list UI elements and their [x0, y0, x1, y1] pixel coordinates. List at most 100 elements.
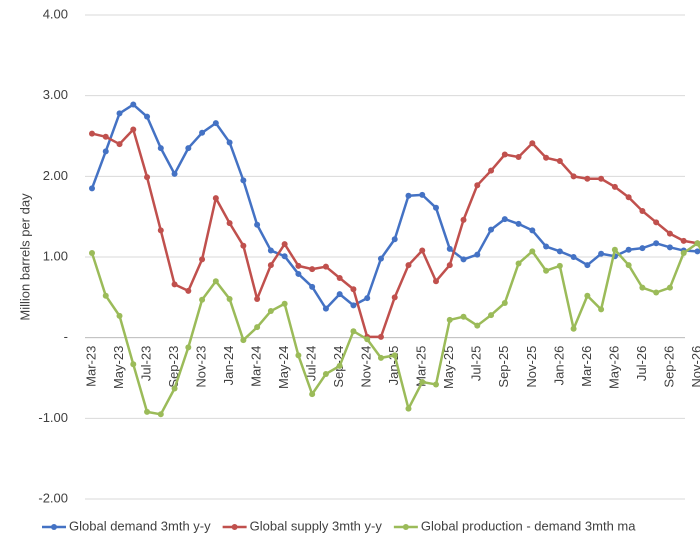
data-point	[611, 183, 618, 190]
y-axis-title: Million barrels per day	[17, 193, 32, 321]
data-point	[226, 295, 233, 302]
data-point	[226, 139, 233, 146]
data-point	[144, 113, 151, 120]
data-point	[295, 270, 302, 277]
data-point	[281, 253, 288, 260]
data-point	[419, 191, 426, 198]
data-point	[694, 248, 700, 255]
x-tick-label: May-23	[111, 346, 126, 389]
data-point	[322, 263, 329, 270]
data-point	[199, 256, 206, 263]
data-point	[501, 216, 508, 223]
data-point	[336, 274, 343, 281]
data-point	[102, 133, 109, 140]
y-tick-label: -1.00	[38, 410, 68, 425]
data-point	[171, 385, 178, 392]
data-point	[254, 295, 261, 302]
data-point	[199, 296, 206, 303]
y-tick-label: -2.00	[38, 490, 68, 505]
data-point	[543, 267, 550, 274]
data-point	[391, 352, 398, 359]
data-point	[639, 284, 646, 291]
data-point	[322, 370, 329, 377]
x-tick-label: Mar-23	[83, 346, 98, 387]
data-point	[116, 141, 123, 148]
data-point	[666, 230, 673, 237]
data-point	[267, 247, 274, 254]
data-point	[515, 220, 522, 227]
data-point	[501, 151, 508, 158]
data-point	[377, 333, 384, 340]
data-point	[584, 262, 591, 269]
x-tick-label: May-24	[276, 346, 291, 389]
data-point	[144, 174, 151, 181]
x-tick-label: Jan-25	[386, 346, 401, 386]
data-point	[460, 313, 467, 320]
data-point	[240, 242, 247, 249]
data-point	[336, 291, 343, 298]
data-point	[488, 226, 495, 233]
data-point	[556, 158, 563, 165]
data-point	[598, 175, 605, 182]
data-point	[543, 243, 550, 250]
data-point	[322, 305, 329, 312]
data-point	[570, 325, 577, 332]
data-point	[694, 240, 700, 247]
data-point	[212, 278, 219, 285]
legend-marker	[231, 524, 238, 530]
data-point	[433, 278, 439, 285]
data-point	[130, 101, 137, 108]
data-point	[157, 411, 164, 418]
data-point	[281, 241, 288, 248]
data-point	[295, 262, 302, 269]
data-point	[405, 405, 412, 412]
x-tick-label: Jul-23	[138, 346, 153, 381]
data-point	[515, 153, 522, 160]
data-point	[350, 328, 357, 335]
data-point	[680, 237, 687, 244]
data-point	[474, 251, 481, 258]
x-tick-label: Sep-25	[496, 346, 511, 388]
data-point	[89, 185, 95, 192]
data-point	[309, 391, 316, 398]
data-point	[185, 344, 192, 351]
data-point	[116, 312, 123, 319]
y-tick-label: 2.00	[43, 168, 68, 183]
x-tick-label: Jul-25	[469, 346, 484, 381]
y-tick-label: 1.00	[43, 248, 68, 263]
data-point	[212, 195, 219, 202]
x-tick-label: Jan-26	[551, 346, 566, 386]
data-point	[377, 354, 384, 361]
data-point	[130, 361, 137, 368]
x-tick-label: Jul-24	[304, 346, 319, 381]
data-point	[102, 148, 109, 155]
data-point	[185, 145, 192, 152]
data-point	[130, 126, 137, 133]
y-tick-label: 3.00	[43, 87, 68, 102]
data-point	[460, 256, 467, 263]
data-point	[446, 316, 453, 323]
data-point	[584, 292, 591, 299]
data-point	[419, 247, 426, 254]
data-point	[391, 294, 398, 301]
series-line	[90, 242, 700, 416]
data-point	[529, 248, 536, 255]
x-tick-label: Nov-26	[689, 346, 700, 388]
data-point	[556, 248, 563, 255]
data-point	[89, 249, 95, 256]
legend-label: Global supply 3mth y-y	[250, 518, 383, 533]
y-tick-label: 4.00	[43, 6, 68, 21]
data-point	[144, 408, 151, 415]
data-point	[680, 249, 687, 256]
data-point	[419, 379, 426, 386]
x-tick-label: Sep-26	[661, 346, 676, 388]
x-tick-label: May-25	[441, 346, 456, 389]
x-tick-label: Nov-25	[524, 346, 539, 388]
data-point	[515, 260, 522, 267]
x-tick-label: Mar-25	[414, 346, 429, 387]
x-tick-label: Jul-26	[634, 346, 649, 381]
data-point	[405, 262, 412, 269]
x-tick-label: Jan-24	[221, 346, 236, 386]
data-point	[584, 175, 591, 182]
data-point	[364, 295, 371, 302]
